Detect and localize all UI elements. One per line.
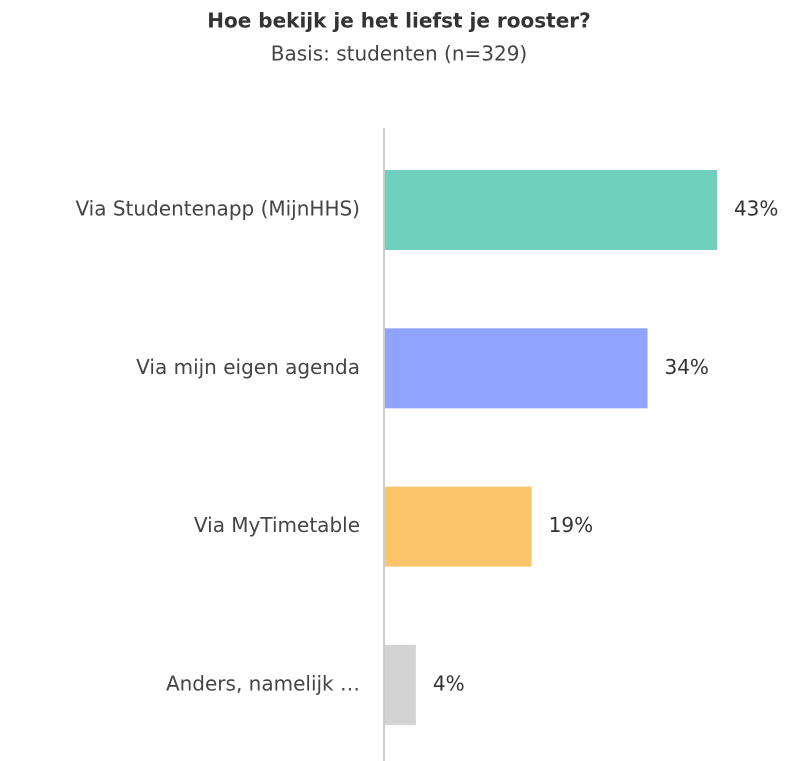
category-label: Via Studentenapp (MijnHHS)	[75, 197, 360, 221]
bar	[385, 486, 532, 567]
category-label: Via MyTimetable	[194, 513, 360, 537]
bar	[385, 328, 648, 409]
bar	[385, 644, 416, 725]
chart-subtitle: Basis: studenten (n=329)	[271, 42, 527, 66]
value-label: 19%	[549, 513, 593, 537]
chart-title: Hoe bekijk je het liefst je rooster?	[207, 9, 591, 33]
category-label: Anders, namelijk …	[166, 671, 360, 695]
value-label: 34%	[664, 355, 708, 379]
value-label: 4%	[433, 671, 465, 695]
bar	[385, 170, 717, 250]
category-label: Via mijn eigen agenda	[136, 355, 360, 379]
value-label: 43%	[734, 197, 778, 221]
